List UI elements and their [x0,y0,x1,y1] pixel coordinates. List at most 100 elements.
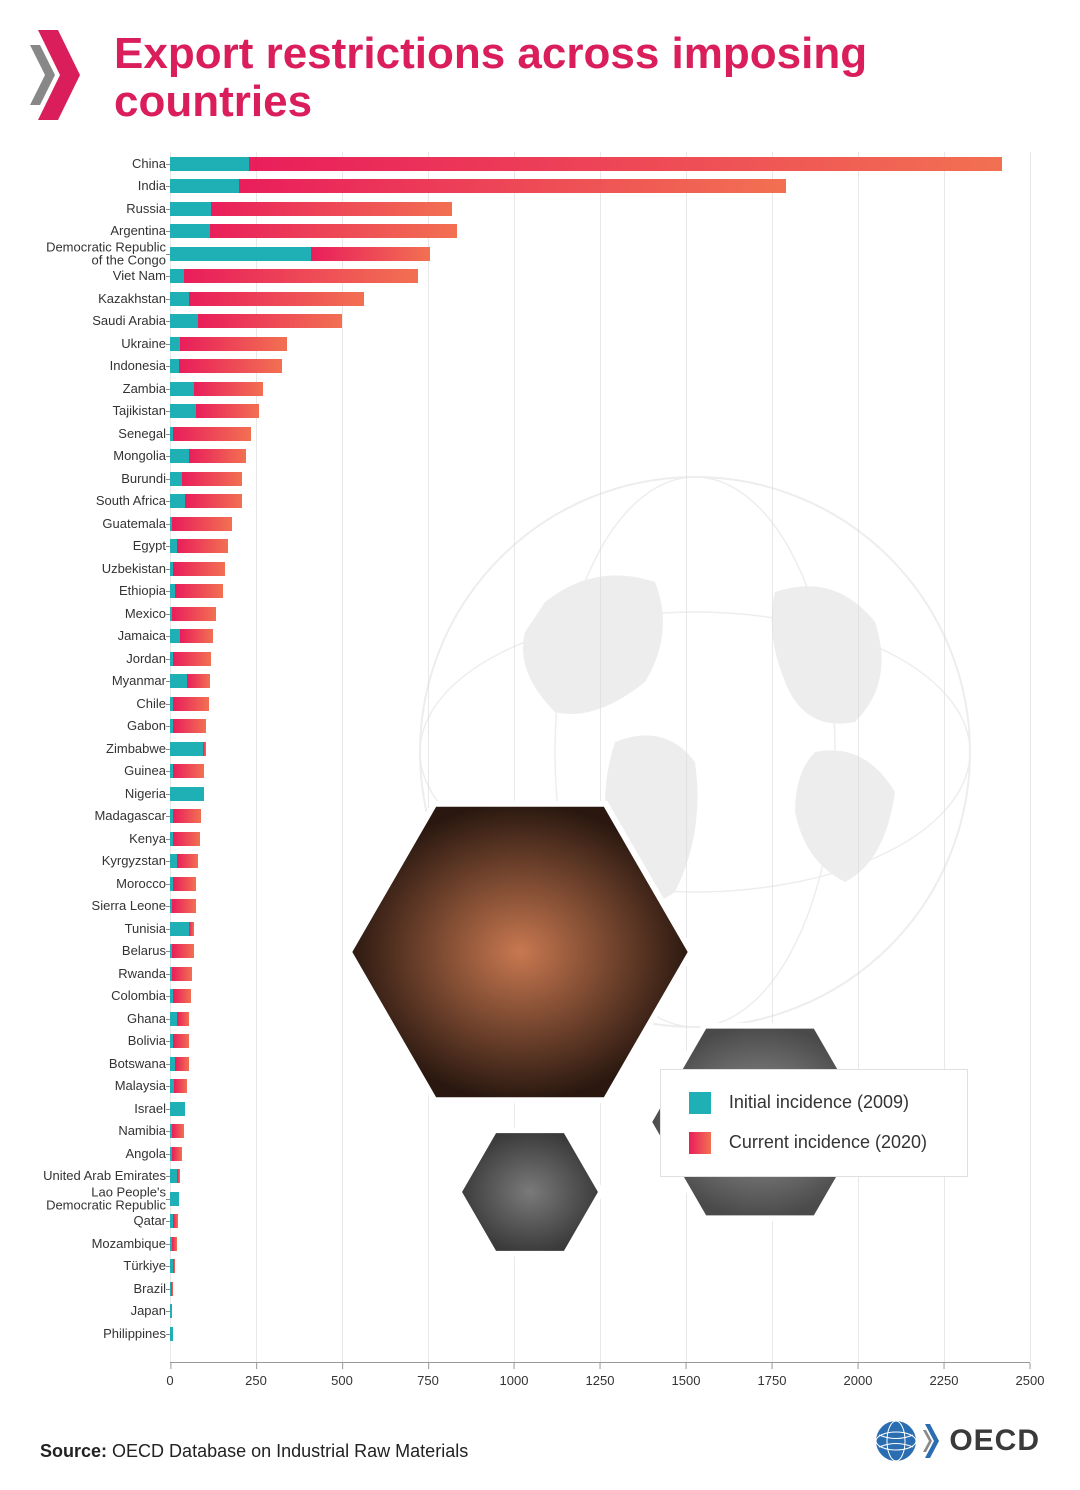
source-label: Source: [40,1441,107,1461]
country-label: Jordan [126,652,166,666]
country-label: Gabon [127,719,166,733]
bar-initial [170,494,185,508]
bar-current [177,1012,189,1026]
bar-initial [170,359,179,373]
legend-item-current: Current incidence (2020) [689,1132,927,1154]
country-label: Malaysia [115,1079,166,1093]
oecd-chevron-small-icon [923,1420,943,1462]
bar-row [170,157,1030,171]
country-label: Botswana [109,1057,166,1071]
bar-current [249,157,1002,171]
bar-initial [170,1169,177,1183]
bar-initial [170,1012,177,1026]
x-tick-label: 500 [331,1363,353,1388]
country-label: United Arab Emirates [43,1169,166,1183]
country-label: China [132,157,166,171]
gridline [1030,152,1031,1362]
bar-current [172,1237,177,1251]
country-label: Morocco [116,877,166,891]
country-label: Jamaica [118,629,166,643]
country-label: Zimbabwe [106,742,166,756]
bar-current [198,314,342,328]
country-label: Guatemala [102,517,166,531]
legend-swatch-initial [689,1092,711,1114]
x-tick-label: 1500 [672,1363,701,1388]
bar-initial [170,382,194,396]
country-label: Tunisia [125,922,166,936]
country-label: Guinea [124,764,166,778]
bar-row [170,404,1030,418]
bar-current [196,404,260,418]
bar-chart: ChinaIndiaRussiaArgentinaDemocratic Repu… [40,152,1030,1407]
country-label: Chile [136,697,166,711]
country-label: Tajikistan [113,404,166,418]
country-label: Nigeria [125,787,166,801]
source-text: OECD Database on Industrial Raw Material… [112,1441,468,1461]
legend-label-current: Current incidence (2020) [729,1132,927,1153]
country-label: Mozambique [92,1237,166,1251]
country-label: Uzbekistan [102,562,166,576]
country-label: Egypt [133,539,166,553]
bar-current [172,1147,182,1161]
country-label: Ethiopia [119,584,166,598]
bar-initial [170,742,203,756]
bar-initial [170,629,180,643]
bar-current [171,1282,173,1296]
bar-row [170,1327,1030,1341]
country-label: India [138,179,166,193]
bar-current [172,517,232,531]
bar-current [172,1124,184,1138]
decorative-hexagon [345,777,695,1127]
bar-initial [170,472,182,486]
country-label: Burundi [121,472,166,486]
bar-initial [170,674,187,688]
bar-current [172,944,194,958]
bar-current [173,832,200,846]
bar-row [170,292,1030,306]
bar-current [311,247,430,261]
country-label: Ghana [127,1012,166,1026]
bar-current [173,1034,188,1048]
bar-current [189,922,194,936]
oecd-logo: OECD [875,1420,1040,1462]
legend-label-initial: Initial incidence (2009) [729,1092,909,1113]
country-label: Saudi Arabia [92,314,166,328]
bar-initial [170,1304,172,1318]
country-label: Japan [131,1304,166,1318]
bar-row [170,449,1030,463]
bar-current [185,494,242,508]
bar-current [173,697,209,711]
bar-current [172,967,193,981]
bar-initial [170,449,189,463]
bar-current [211,202,452,216]
legend-swatch-current [689,1132,711,1154]
bar-current [173,809,201,823]
country-label: Israel [134,1102,166,1116]
source-line: Source: OECD Database on Industrial Raw … [40,1441,468,1462]
country-label: Kazakhstan [98,292,166,306]
header: Export restrictions across imposing coun… [0,0,1080,137]
bar-current [184,269,418,283]
country-label: Qatar [133,1214,166,1228]
bar-row [170,202,1030,216]
bar-initial [170,292,189,306]
chart-title: Export restrictions across imposing coun… [114,30,1040,127]
bar-current [189,292,364,306]
bar-current [239,179,786,193]
bar-initial [170,179,239,193]
country-label: Sierra Leone [92,899,166,913]
country-label: Rwanda [118,967,166,981]
bar-initial [170,1192,179,1206]
country-label: Senegal [118,427,166,441]
bar-current [173,1214,178,1228]
country-label: Lao People'sDemocratic Republic [36,1185,166,1212]
legend-item-initial: Initial incidence (2009) [689,1092,927,1114]
country-label: Democratic Republicof the Congo [36,240,166,267]
bar-current [179,359,282,373]
bar-initial [170,157,249,171]
bar-row [170,179,1030,193]
x-tick-label: 1000 [500,1363,529,1388]
bar-current [177,1169,180,1183]
bar-row [170,247,1030,261]
x-tick-label: 750 [417,1363,439,1388]
